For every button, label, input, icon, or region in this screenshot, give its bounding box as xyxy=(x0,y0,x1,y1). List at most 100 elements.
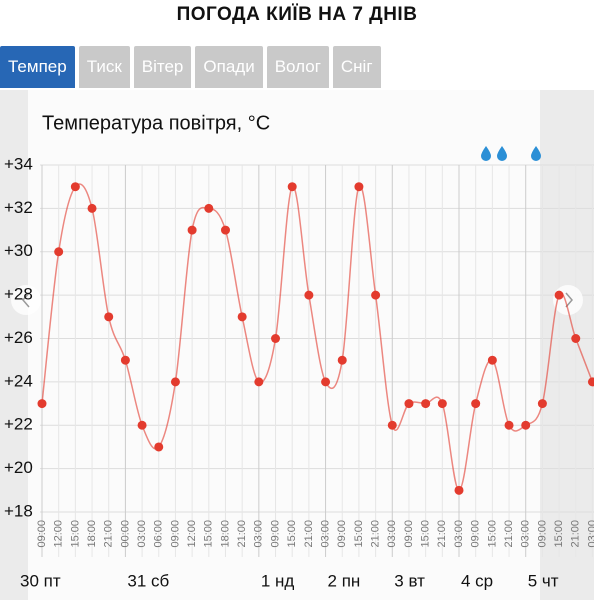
x-tick-label: 09:00 xyxy=(403,520,415,548)
x-tick-label: 09:00 xyxy=(470,520,482,548)
day-label: 2 пн xyxy=(328,571,361,590)
left-shade xyxy=(0,90,28,600)
x-tick-label: 03:00 xyxy=(319,520,331,548)
x-tick-label: 15:00 xyxy=(286,520,298,548)
point xyxy=(104,312,114,322)
x-tick-label: 21:00 xyxy=(103,520,115,548)
tab[interactable]: Вітер xyxy=(133,46,192,88)
x-tick-label: 06:00 xyxy=(153,520,165,548)
point xyxy=(554,290,564,300)
x-tick-label: 15:00 xyxy=(203,520,215,548)
x-tick-label: 21:00 xyxy=(236,520,248,548)
x-tick-label: 12:00 xyxy=(53,520,65,548)
point xyxy=(304,290,314,300)
point xyxy=(237,312,247,322)
y-tick-label: +22 xyxy=(4,415,33,434)
day-label: 30 пт xyxy=(20,571,61,590)
x-tick-label: 09:00 xyxy=(269,520,281,548)
point xyxy=(37,399,47,409)
point xyxy=(537,399,547,409)
point xyxy=(471,399,481,409)
point xyxy=(487,355,497,365)
tab[interactable]: Опади xyxy=(195,46,263,88)
x-tick-label: 21:00 xyxy=(503,520,515,548)
point xyxy=(271,334,281,343)
point xyxy=(371,290,381,300)
point xyxy=(70,182,80,192)
point xyxy=(254,377,264,387)
x-tick-label: 15:00 xyxy=(353,520,365,548)
x-tick-label: 03:00 xyxy=(136,520,148,548)
point xyxy=(454,485,464,495)
x-tick-label: 18:00 xyxy=(219,520,231,548)
chart-title: Температура повітря, °C xyxy=(42,112,270,134)
point xyxy=(220,225,230,235)
y-tick-label: +20 xyxy=(4,458,33,477)
point xyxy=(287,182,297,192)
x-tick-label: 15:00 xyxy=(553,520,565,548)
x-tick-label: 03:00 xyxy=(586,520,594,548)
point xyxy=(187,225,197,235)
point xyxy=(154,442,164,452)
tab[interactable]: Темпер xyxy=(0,46,75,88)
y-tick-label: +30 xyxy=(4,241,33,260)
day-label: 31 сб xyxy=(127,571,169,590)
tab[interactable]: Сніг xyxy=(332,46,381,88)
point xyxy=(504,420,514,430)
x-tick-label: 18:00 xyxy=(86,520,98,548)
tabs: Темпер Тиск Вітер Опади Волог Сніг xyxy=(0,46,381,88)
point xyxy=(120,355,130,365)
x-tick-label: 09:00 xyxy=(169,520,181,548)
right-shade xyxy=(540,90,594,600)
x-tick-label: 09:00 xyxy=(536,520,548,548)
y-tick-label: +26 xyxy=(4,328,33,347)
chart-bg xyxy=(0,90,594,600)
x-tick-label: 00:00 xyxy=(119,520,131,548)
day-label: 3 вт xyxy=(394,571,425,590)
point xyxy=(421,399,431,409)
x-tick-label: 09:00 xyxy=(336,520,348,548)
y-tick-label: +24 xyxy=(4,371,33,390)
point xyxy=(54,247,64,257)
point xyxy=(571,334,581,343)
x-tick-label: 21:00 xyxy=(370,520,382,548)
point xyxy=(521,420,531,430)
rain-icons xyxy=(481,146,541,161)
day-label: 5 чт xyxy=(528,571,559,590)
tab[interactable]: Тиск xyxy=(78,46,130,88)
nav-prev[interactable] xyxy=(11,285,41,315)
x-tick-label: 12:00 xyxy=(186,520,198,548)
x-tick-label: 15:00 xyxy=(486,520,498,548)
point xyxy=(354,182,364,192)
point xyxy=(204,203,214,213)
day-label: 4 ср xyxy=(461,571,493,590)
y-tick-label: +32 xyxy=(4,198,33,217)
x-tick-label: 21:00 xyxy=(570,520,582,548)
nav-next-arrow xyxy=(565,292,573,308)
y-tick-label: +28 xyxy=(4,285,33,304)
point xyxy=(170,377,180,387)
point xyxy=(387,420,397,430)
y-tick-label: +34 xyxy=(4,154,33,173)
x-tick-label: 03:00 xyxy=(253,520,265,548)
tab[interactable]: Волог xyxy=(266,46,329,88)
nav-prev-arrow xyxy=(22,292,30,308)
x-tick-label: 21:00 xyxy=(303,520,315,548)
x-tick-label: 03:00 xyxy=(386,520,398,548)
x-tick-label: 09:00 xyxy=(36,520,48,548)
point xyxy=(87,203,97,213)
point xyxy=(137,420,147,430)
point xyxy=(404,399,414,409)
x-tick-label: 03:00 xyxy=(520,520,532,548)
chart: Температура повітря, °C +18 +20 +22 +24 +26 +… xyxy=(0,90,594,600)
point xyxy=(437,399,447,409)
y-tick-label: +18 xyxy=(4,501,33,520)
x-tick-label: 15:00 xyxy=(69,520,81,548)
x-tick-label: 15:00 xyxy=(420,520,432,548)
point xyxy=(587,377,594,387)
point xyxy=(337,355,347,365)
page-title: ПОГОДА КИЇВ НА 7 ДНІВ xyxy=(176,4,418,25)
day-label: 1 нд xyxy=(261,571,295,590)
x-tick-label: 21:00 xyxy=(436,520,448,548)
